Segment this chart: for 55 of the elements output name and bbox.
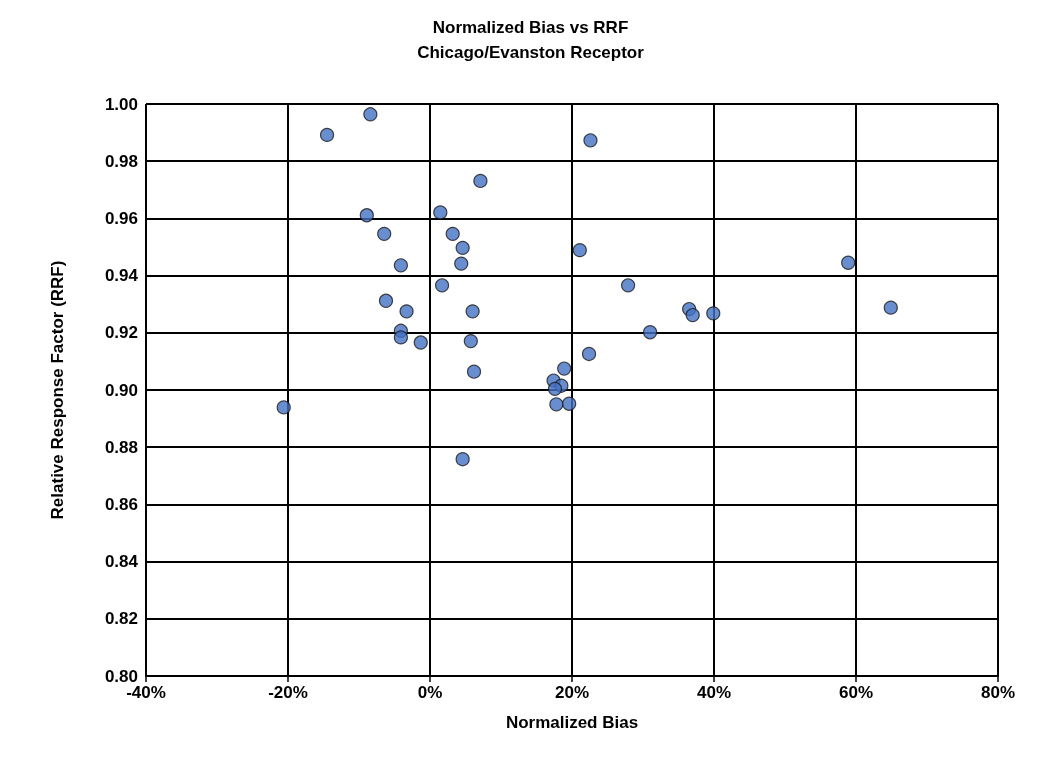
point [276, 400, 291, 415]
y-tick-label: 0.86 [104, 494, 138, 514]
point [685, 307, 700, 323]
point [581, 346, 597, 362]
point [455, 240, 470, 255]
x-tick-label: 40% [696, 683, 732, 702]
point [463, 334, 478, 349]
point [562, 396, 577, 411]
y-tick-label: 0.90 [104, 380, 138, 400]
point [549, 397, 564, 412]
x-tick-label: 60% [838, 683, 874, 702]
point [319, 127, 335, 142]
y-tick-label: 0.88 [104, 437, 138, 457]
x-tick-label: -40% [126, 683, 166, 702]
y-axis-title: Relative Response Factor (RRF) [48, 260, 67, 520]
point [557, 361, 572, 376]
point [399, 304, 414, 319]
y-tick-label: 0.82 [104, 609, 138, 629]
y-tick-label: 0.80 [104, 666, 138, 686]
x-tick-label: 0% [417, 683, 443, 702]
y-tick-label: 1.00 [104, 94, 138, 114]
point [393, 258, 408, 273]
y-tick-label: 0.94 [104, 266, 139, 286]
chart-subtitle: Chicago/Evanston Receptor [417, 43, 645, 62]
point [473, 173, 488, 189]
point [621, 278, 636, 293]
x-tick-label: 20% [554, 683, 590, 702]
chart-title: Normalized Bias vs RRF [432, 18, 629, 37]
point [363, 107, 378, 122]
point [643, 325, 658, 340]
x-tick-label: -20% [268, 683, 308, 702]
point [883, 300, 898, 315]
point [433, 205, 448, 220]
point [706, 306, 721, 321]
point [413, 335, 428, 350]
y-tick-label: 0.98 [104, 151, 138, 171]
point [466, 364, 482, 379]
point [841, 255, 856, 270]
point [377, 226, 392, 241]
point [359, 208, 374, 223]
point [572, 243, 587, 258]
point [455, 452, 470, 467]
point [583, 133, 598, 148]
x-axis-title: Normalized Bias [505, 713, 639, 732]
point [434, 278, 450, 293]
y-tick-label: 0.96 [104, 208, 138, 228]
x-tick-label: 80% [980, 683, 1016, 702]
point [547, 381, 563, 396]
y-tick-label: 0.84 [104, 552, 139, 572]
point [465, 304, 480, 319]
point [393, 330, 408, 345]
point [378, 293, 394, 308]
point [454, 256, 469, 271]
point [445, 226, 460, 241]
y-tick-label: 0.92 [104, 323, 138, 343]
